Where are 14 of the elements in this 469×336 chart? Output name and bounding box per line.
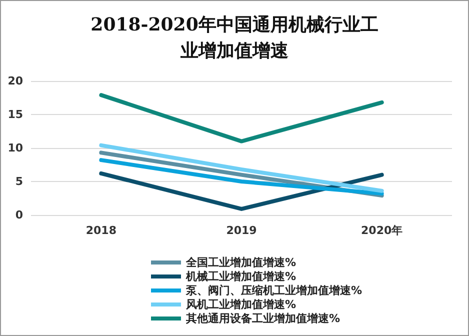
legend-label: 泵、阀门、压缩机工业增加值增速% [185, 284, 362, 297]
x-tick-label: 2020年 [361, 224, 403, 237]
legend-label: 其他通用设备工业增加值增速% [185, 312, 340, 325]
legend-label: 机械工业增加值增速% [185, 270, 296, 283]
legend-label: 全国工业增加值增速% [185, 256, 296, 269]
x-tick-label: 2018 [86, 224, 116, 237]
y-tick-label: 10 [8, 142, 24, 154]
y-tick-label: 15 [8, 108, 23, 121]
y-tick-label: 20 [8, 74, 24, 88]
x-tick-label: 2019 [226, 224, 257, 237]
legend-label: 风机工业增加值增速% [185, 298, 296, 311]
y-tick-label: 0 [15, 208, 24, 222]
y-tick-label: 5 [15, 175, 23, 188]
chart-title: 2018-2020年中国通用机械行业工业增加值增速 [90, 14, 378, 62]
